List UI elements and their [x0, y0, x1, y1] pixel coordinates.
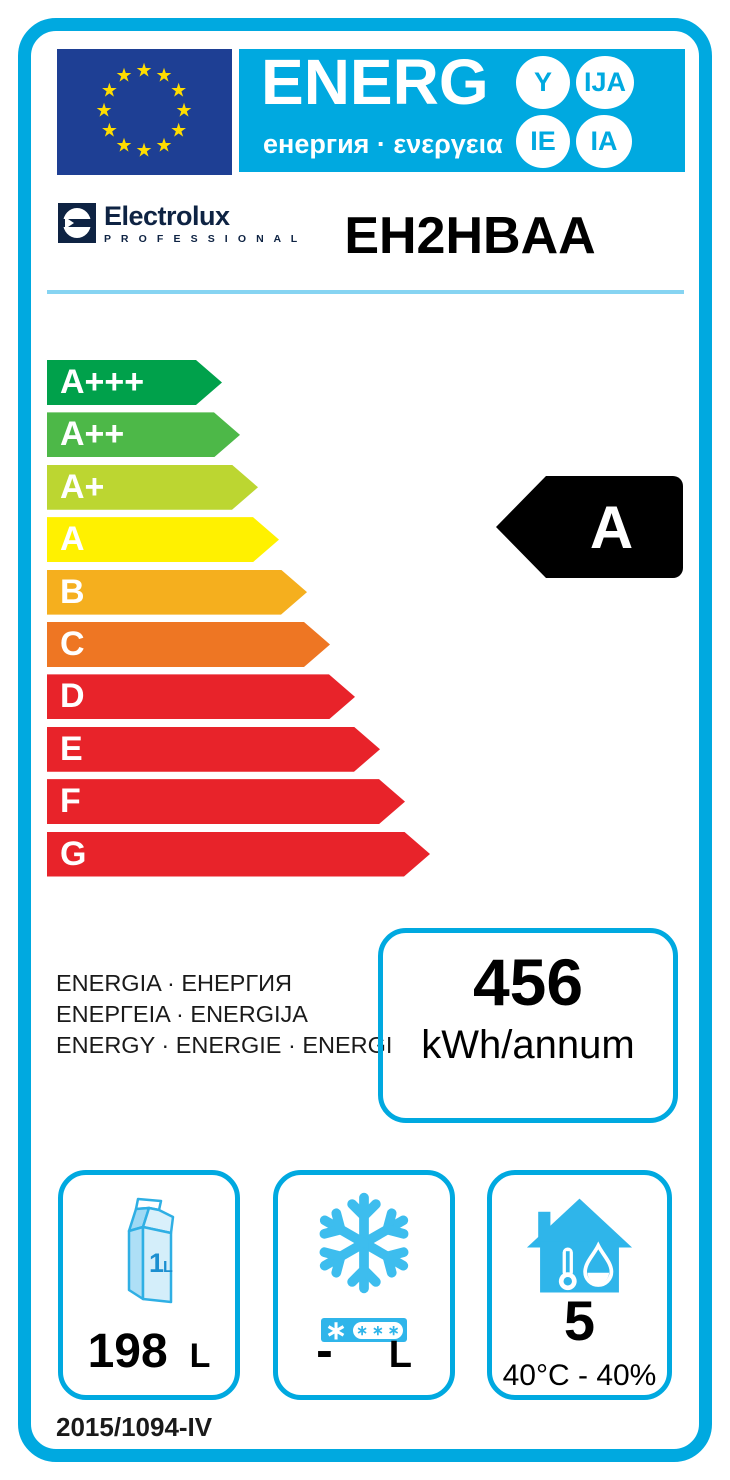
banner-bubble: IE	[516, 115, 570, 168]
house-climate-icon	[526, 1198, 633, 1293]
rating-bar-label: A	[60, 520, 85, 559]
flag-star-icon: ★	[100, 80, 118, 102]
rating-bar-f: F	[47, 779, 405, 824]
carton-volume-unit: L	[163, 1259, 173, 1276]
kwh-value: 456	[472, 945, 584, 1019]
flag-star-icon: ★	[95, 100, 113, 122]
droplet-icon	[583, 1241, 614, 1287]
freezer-pill-stars: ∗ ∗ ∗	[352, 1321, 403, 1339]
label-border	[18, 18, 712, 1462]
thermometer-icon	[558, 1247, 577, 1291]
banner-bubble: IA	[576, 115, 632, 168]
fridge-volume: 198	[87, 1325, 168, 1378]
brand-name: Electrolux	[104, 201, 230, 231]
flag-star-icon: ★	[155, 135, 173, 157]
flag-star-icon: ★	[170, 80, 188, 102]
freezer-star-rating-badge: ∗ ∗ ∗ ∗	[278, 1317, 450, 1343]
rating-bar-label: F	[60, 782, 81, 821]
rating-bar-d: D	[47, 674, 355, 719]
banner-subtitle: енергия · ενεργεια	[263, 129, 503, 159]
efficiency-scale: A+++ A++ A+ A B C D E F G	[47, 360, 430, 877]
flag-star-icon: ★	[170, 120, 188, 142]
rating-bar-label: C	[60, 624, 85, 663]
rating-bar-label: B	[60, 572, 85, 611]
rating-bar-app: A++	[47, 412, 240, 457]
rating-bar-label: D	[60, 677, 85, 716]
kwh-box: 456 kWh/annum	[378, 928, 678, 1123]
energy-language-line: ENERGIA · ЕНЕРГИЯ	[56, 970, 292, 996]
banner-bubbles: Y IJA IE IA	[516, 56, 638, 168]
banner-title: ENERG	[261, 46, 489, 118]
rating-bar-label: E	[60, 729, 83, 768]
flag-star-icon: ★	[135, 140, 153, 162]
model-number: EH2HBAA	[344, 207, 596, 265]
freezer-box: ∗ ∗ ∗ ∗ - L	[273, 1170, 455, 1400]
energy-language-block: ENERGIA · ЕНЕРГИЯ ΕΝΕΡΓΕΙΑ · ENERGIJA EN…	[56, 968, 392, 1061]
rating-bar-b: B	[47, 570, 307, 615]
snowflake-icon	[319, 1192, 409, 1294]
rating-bar-label: A+++	[60, 363, 145, 401]
energy-language-line: ENERGY · ENERGIE · ENERGI	[56, 1032, 393, 1058]
rating-bar-g: G	[47, 832, 430, 877]
electrolux-mark-icon	[58, 203, 96, 243]
rating-bar-a: A	[47, 517, 279, 562]
rating-bar-label: G	[60, 834, 87, 873]
climate-class: 5	[563, 1289, 596, 1352]
kwh-unit: kWh/annum	[421, 1023, 635, 1067]
banner-bubble: IJA	[576, 56, 634, 109]
rating-bar-c: C	[47, 622, 330, 667]
eu-flag: ★ ★ ★ ★ ★ ★ ★ ★ ★ ★ ★ ★	[57, 49, 232, 175]
climate-condition: 40°C - 40%	[502, 1359, 657, 1392]
fridge-box: 1 L 198 L	[58, 1170, 240, 1400]
rating-arrow-label: A	[589, 493, 634, 561]
header-divider	[47, 290, 684, 294]
brand-block: Electrolux P R O F E S S I O N A L	[104, 201, 301, 246]
regulation-number: 2015/1094-IV	[56, 1412, 213, 1442]
rating-bar-appp: A+++	[47, 360, 222, 405]
flag-star-icon: ★	[100, 120, 118, 142]
flag-star-icon: ★	[155, 65, 173, 87]
freezer-volume-unit: L	[388, 1334, 412, 1376]
flag-star-icon: ★	[175, 100, 193, 122]
energy-language-line: ΕΝΕΡΓΕΙΑ · ENERGIJA	[56, 1001, 308, 1027]
carton-volume-value: 1	[149, 1248, 164, 1278]
freezer-volume: -	[316, 1322, 333, 1378]
rating-bar-e: E	[47, 727, 380, 772]
rating-bar-label: A+	[60, 467, 105, 506]
fridge-volume-unit: L	[189, 1337, 211, 1375]
banner-bubble: Y	[516, 56, 570, 109]
milk-carton-icon: 1 L	[127, 1197, 175, 1304]
flag-star-icon: ★	[115, 65, 133, 87]
climate-box: 5 40°C - 40%	[487, 1170, 672, 1400]
brand-division: P R O F E S S I O N A L	[104, 233, 301, 245]
flag-star-icon: ★	[115, 135, 133, 157]
rating-bar-ap: A+	[47, 465, 258, 510]
rating-bar-label: A++	[60, 415, 125, 454]
flag-star-icon: ★	[135, 60, 153, 82]
energ-banner: ENERG енергия · ενεργεια Y IJA IE IA	[239, 46, 685, 172]
